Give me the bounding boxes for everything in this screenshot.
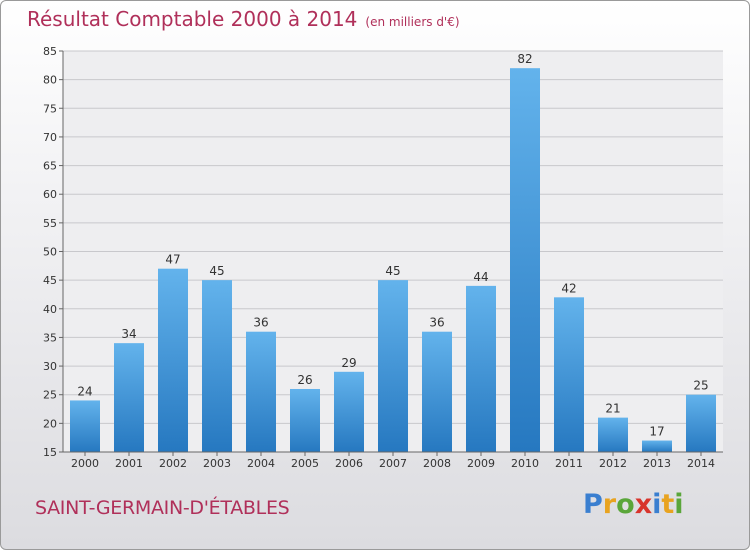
y-tick-label: 45 (43, 274, 57, 287)
x-tick-label: 2004 (247, 457, 275, 470)
x-tick-label: 2010 (511, 457, 539, 470)
brand-letter: x (634, 489, 653, 520)
bar (598, 417, 628, 452)
y-tick-label: 55 (43, 217, 57, 230)
bars (70, 68, 716, 452)
x-tick-label: 2001 (115, 457, 143, 470)
x-tick-label: 2014 (687, 457, 715, 470)
y-tick-label: 85 (43, 45, 57, 58)
brand-letter: o (616, 489, 635, 520)
bar (290, 388, 320, 452)
bar-value-label: 17 (649, 425, 664, 439)
y-tick-label: 15 (43, 446, 57, 459)
bar (114, 343, 144, 452)
bar-value-label: 45 (209, 264, 224, 278)
bar-value-label: 21 (605, 402, 620, 416)
bar (202, 280, 232, 452)
bar (422, 331, 452, 452)
brand-letter: t (661, 489, 675, 520)
bar-value-label: 45 (385, 264, 400, 278)
bar-value-label: 36 (429, 316, 444, 330)
proxiti-logo[interactable]: Proxiti (583, 489, 684, 520)
x-tick-label: 2012 (599, 457, 627, 470)
bar (334, 371, 364, 452)
y-tick-label: 40 (43, 303, 57, 316)
bar-value-label: 25 (693, 379, 708, 393)
brand-letter: r (602, 489, 617, 520)
y-tick-label: 65 (43, 160, 57, 173)
y-tick-label: 75 (43, 102, 57, 115)
brand-letter: P (583, 489, 603, 520)
y-tick-label: 20 (43, 417, 57, 430)
bar (642, 440, 672, 452)
y-tick-label: 25 (43, 389, 57, 402)
bar (378, 280, 408, 452)
bar-value-label: 82 (517, 52, 532, 66)
chart-subtitle: (en milliers d'€) (365, 15, 460, 29)
bar-value-label: 29 (341, 356, 356, 370)
bar (466, 285, 496, 452)
x-tick-label: 2005 (291, 457, 319, 470)
bar-value-label: 44 (473, 270, 488, 284)
y-tick-label: 80 (43, 74, 57, 87)
bar-value-label: 47 (165, 253, 180, 267)
x-tick-label: 2013 (643, 457, 671, 470)
bar-value-label: 42 (561, 281, 576, 295)
bar (686, 394, 716, 452)
bar-value-label: 34 (121, 327, 136, 341)
chart-title: Résultat Comptable 2000 à 2014 (en millie… (27, 7, 460, 31)
value-labels: 24 34 47 45 36 26 29 45 36 44 82 42 21 17 25 (77, 52, 708, 438)
y-tick-label: 60 (43, 188, 57, 201)
bar-value-label: 36 (253, 316, 268, 330)
bar (246, 331, 276, 452)
x-tick-label: 2009 (467, 457, 495, 470)
x-tick-label: 2011 (555, 457, 583, 470)
brand-letter: i (674, 489, 684, 520)
title-text: Résultat Comptable 2000 à 2014 (27, 7, 358, 31)
y-tick-label: 35 (43, 331, 57, 344)
bar (70, 400, 100, 452)
x-tick-label: 2008 (423, 457, 451, 470)
city-name: SAINT-GERMAIN-D'ÉTABLES (35, 497, 290, 519)
y-tick-label: 30 (43, 360, 57, 373)
x-tick-label: 2007 (379, 457, 407, 470)
x-tick-label: 2002 (159, 457, 187, 470)
x-tick-label: 2000 (71, 457, 99, 470)
bar (158, 268, 188, 452)
x-tick-label: 2003 (203, 457, 231, 470)
x-tick-label: 2006 (335, 457, 363, 470)
bar (510, 68, 540, 452)
y-tick-label: 70 (43, 131, 57, 144)
bar-value-label: 24 (77, 384, 92, 398)
brand-letter: i (652, 489, 662, 520)
axes: 15 20 25 30 35 40 45 50 55 60 65 70 75 80 85 2000 2001 20… (43, 45, 723, 470)
bar-value-label: 26 (297, 373, 312, 387)
bar (554, 297, 584, 452)
y-tick-label: 50 (43, 246, 57, 259)
